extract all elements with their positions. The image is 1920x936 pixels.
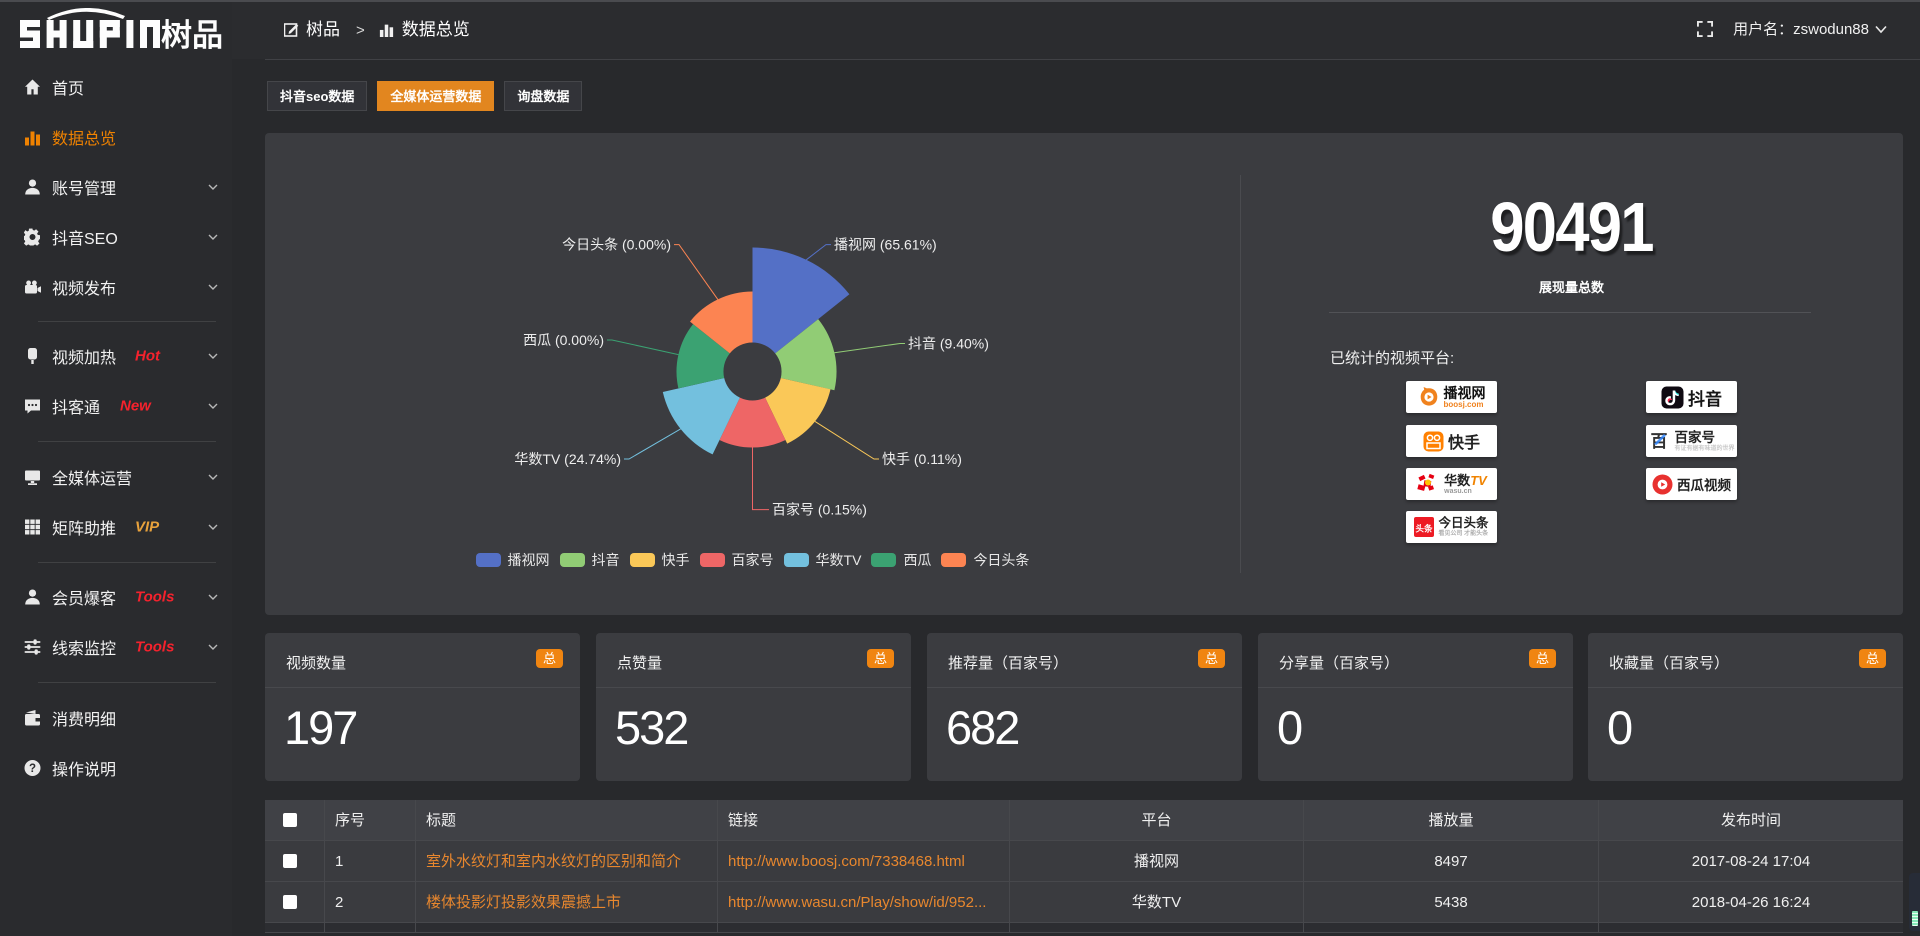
svg-text:百家号 (0.15%): 百家号 (0.15%): [772, 502, 867, 518]
svg-text:今日头条 (0.00%): 今日头条 (0.00%): [562, 237, 671, 253]
svg-text:?: ?: [29, 763, 36, 775]
svg-text:播视网 (65.61%): 播视网 (65.61%): [834, 237, 937, 253]
svg-text:抖音 (9.40%): 抖音 (9.40%): [908, 336, 989, 352]
svg-text:西瓜 (0.00%): 西瓜 (0.00%): [523, 332, 604, 348]
svg-text:头条: 头条: [1416, 524, 1434, 534]
svg-text:快手 (0.11%): 快手 (0.11%): [882, 451, 962, 467]
svg-text:华数TV (24.74%): 华数TV (24.74%): [514, 451, 621, 467]
svg-text:树品: 树品: [161, 18, 223, 53]
